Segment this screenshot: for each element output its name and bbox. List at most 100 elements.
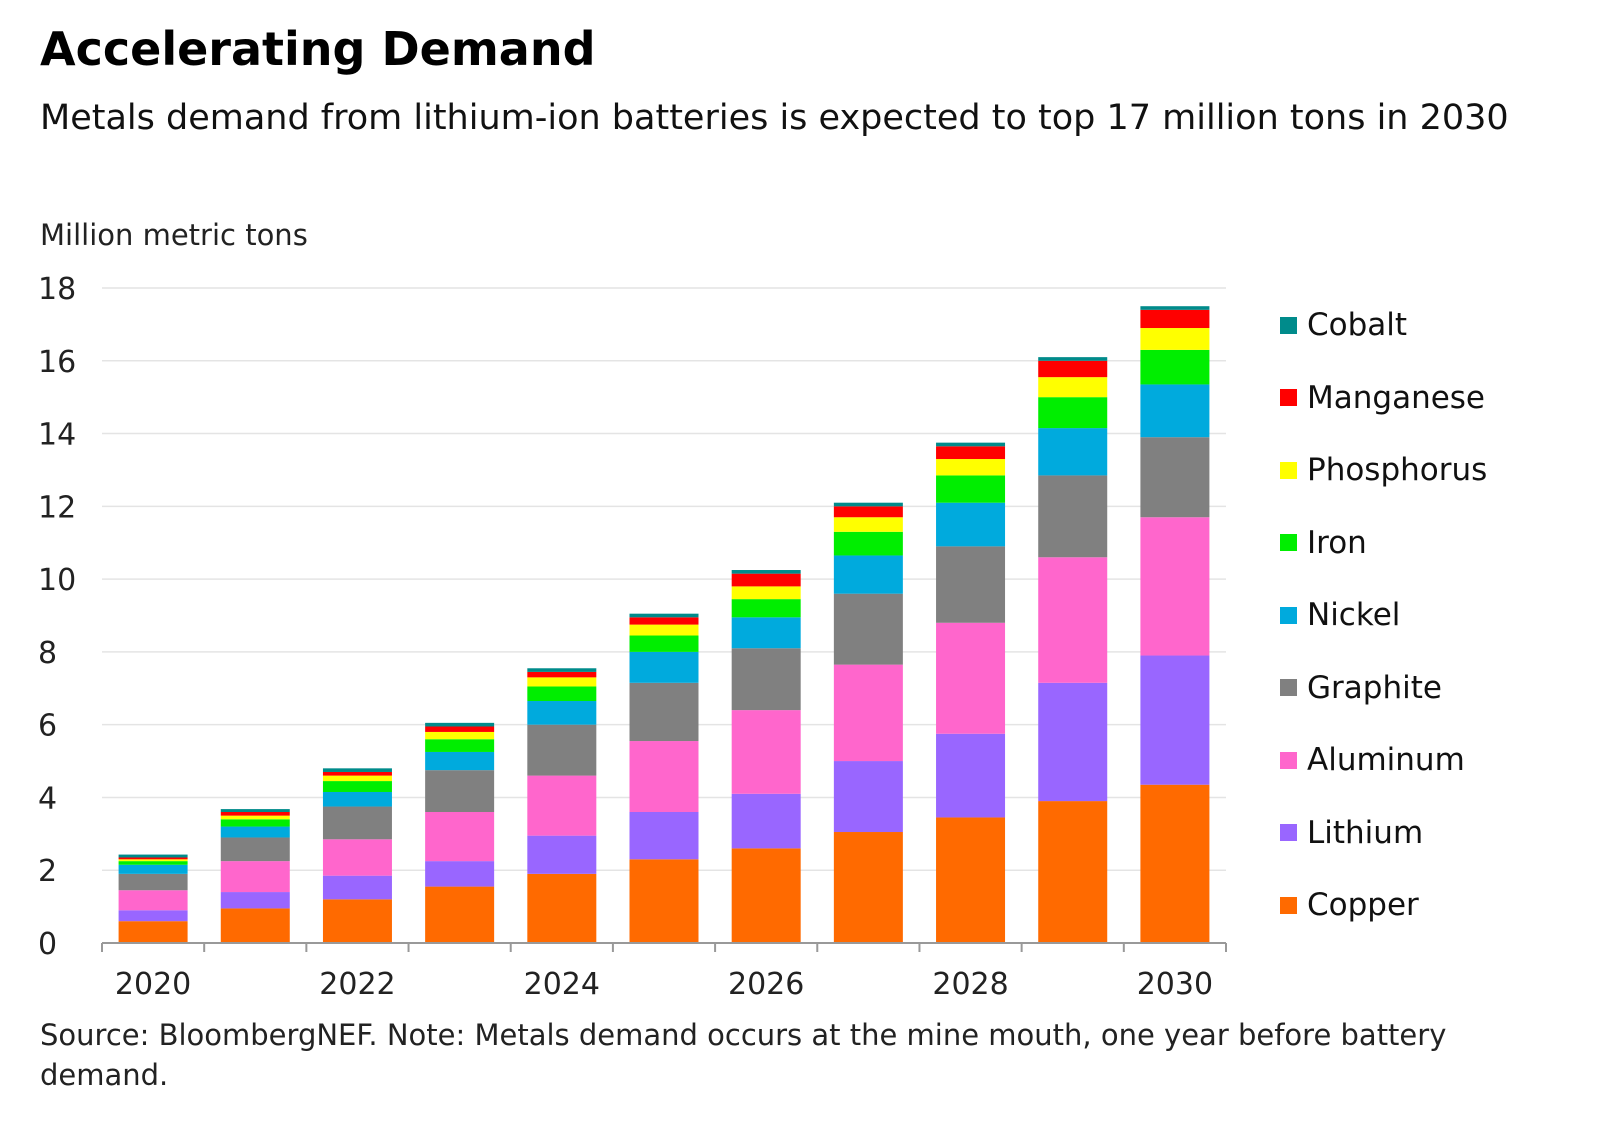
- bar-segment-graphite-2024: [527, 724, 597, 776]
- legend-swatch: [1280, 896, 1297, 914]
- bar-segment-cobalt-2023: [425, 722, 495, 727]
- bar-segment-aluminum-2026: [731, 710, 801, 794]
- legend-swatch: [1280, 316, 1297, 334]
- bar-segment-copper-2022: [322, 899, 392, 943]
- bar-segment-lithium-2021: [220, 892, 290, 909]
- bar-segment-graphite-2022: [322, 806, 392, 840]
- bar-segment-phosphorus-2028: [936, 459, 1006, 476]
- bars: [118, 306, 1210, 943]
- chart-subtitle: Metals demand from lithium-ion batteries…: [40, 98, 1509, 138]
- bar-segment-lithium-2028: [936, 733, 1006, 818]
- legend-item-phosphorus: Phosphorus: [1280, 450, 1487, 490]
- bar-segment-manganese-2029: [1038, 360, 1108, 378]
- legend-item-iron: Iron: [1280, 523, 1367, 563]
- bar-segment-cobalt-2021: [220, 809, 290, 812]
- y-tick-label: 6: [38, 709, 57, 744]
- bar-segment-cobalt-2030: [1140, 306, 1210, 310]
- bar-segment-copper-2030: [1140, 784, 1210, 943]
- bar-segment-manganese-2022: [322, 771, 392, 776]
- bar-segment-graphite-2020: [118, 873, 188, 891]
- bar-segment-iron-2028: [936, 475, 1006, 503]
- y-tick-label: 8: [38, 636, 57, 671]
- bar-segment-manganese-2021: [220, 812, 290, 816]
- bar-segment-cobalt-2020: [118, 854, 188, 858]
- bar-segment-iron-2027: [833, 531, 903, 556]
- y-tick-label: 0: [38, 927, 57, 962]
- bar-segment-phosphorus-2024: [527, 677, 597, 687]
- x-tick-label: 2020: [115, 967, 191, 1000]
- bar-segment-nickel-2021: [220, 826, 290, 838]
- bar-segment-manganese-2023: [425, 726, 495, 732]
- bar-segment-cobalt-2022: [322, 768, 392, 772]
- bar-segment-graphite-2028: [936, 546, 1006, 623]
- axes: 0 2 4 6 8 10 12 14 16 18 2020 2022 2024 2026 2028 2030: [38, 272, 1227, 1000]
- bar-segment-graphite-2029: [1038, 475, 1108, 558]
- bar-segment-nickel-2028: [936, 502, 1006, 547]
- bar-segment-aluminum-2020: [118, 890, 188, 911]
- bar-segment-cobalt-2024: [527, 668, 597, 672]
- bar-segment-copper-2029: [1038, 801, 1108, 943]
- bar-segment-lithium-2025: [629, 812, 699, 860]
- bar-segment-phosphorus-2027: [833, 517, 903, 532]
- bar-segment-nickel-2022: [322, 791, 392, 807]
- bar-segment-cobalt-2026: [731, 570, 801, 574]
- bar-segment-nickel-2027: [833, 555, 903, 594]
- legend-swatch: [1280, 679, 1297, 696]
- chart-title: Accelerating Demand: [40, 22, 596, 76]
- bar-segment-graphite-2025: [629, 682, 699, 742]
- bar-segment-aluminum-2027: [833, 664, 903, 762]
- x-tick-label: 2026: [728, 967, 804, 1000]
- bar-segment-copper-2023: [425, 886, 495, 943]
- bar-segment-aluminum-2030: [1140, 517, 1210, 656]
- bar-segment-phosphorus-2029: [1038, 377, 1108, 398]
- bar-segment-phosphorus-2025: [629, 624, 699, 636]
- legend-swatch: [1280, 534, 1297, 551]
- bar-segment-iron-2024: [527, 686, 597, 702]
- legend-item-manganese: Manganese: [1280, 378, 1485, 418]
- bar-segment-iron-2022: [322, 781, 392, 792]
- y-tick-label: 2: [38, 854, 57, 889]
- bar-segment-manganese-2024: [527, 671, 597, 678]
- legend-swatch: [1280, 461, 1297, 479]
- bar-segment-phosphorus-2020: [118, 859, 188, 862]
- bar-segment-aluminum-2025: [629, 741, 699, 812]
- bar-segment-phosphorus-2022: [322, 775, 392, 782]
- bar-segment-aluminum-2023: [425, 812, 495, 862]
- bar-segment-nickel-2030: [1140, 384, 1210, 438]
- bar-segment-iron-2021: [220, 819, 290, 827]
- x-tick-label: 2028: [932, 967, 1008, 1000]
- y-tick-label: 14: [38, 418, 76, 453]
- legend-label: Nickel: [1307, 597, 1401, 633]
- bar-segment-lithium-2023: [425, 861, 495, 887]
- y-tick-label: 4: [38, 781, 57, 816]
- bar-segment-aluminum-2029: [1038, 557, 1108, 683]
- bar-segment-copper-2020: [118, 921, 188, 943]
- stacked-bar-chart: 0 2 4 6 8 10 12 14 16 18 2020 2022 2024 2026 2028 2030: [38, 272, 1227, 1000]
- bar-segment-manganese-2025: [629, 617, 699, 625]
- bar-segment-nickel-2020: [118, 864, 188, 874]
- bar-segment-cobalt-2028: [936, 442, 1006, 447]
- bar-segment-copper-2027: [833, 832, 903, 943]
- legend-label: Cobalt: [1307, 307, 1408, 343]
- bar-segment-manganese-2020: [118, 857, 188, 860]
- bar-segment-phosphorus-2026: [731, 586, 801, 600]
- bar-segment-copper-2028: [936, 817, 1006, 943]
- y-tick-label: 16: [38, 345, 76, 380]
- bar-segment-iron-2023: [425, 739, 495, 752]
- bar-segment-aluminum-2022: [322, 839, 392, 876]
- bar-segment-copper-2025: [629, 859, 699, 943]
- source-note: Source: BloombergNEF. Note: Metals deman…: [40, 1018, 1447, 1092]
- bar-segment-aluminum-2024: [527, 775, 597, 836]
- bar-segment-manganese-2030: [1140, 309, 1210, 329]
- legend-swatch: [1280, 824, 1297, 841]
- legend-label: Aluminum: [1307, 742, 1465, 778]
- bar-segment-nickel-2023: [425, 751, 495, 771]
- bar-segment-manganese-2027: [833, 506, 903, 518]
- bar-segment-cobalt-2027: [833, 502, 903, 507]
- bar-segment-graphite-2023: [425, 770, 495, 812]
- bar-segment-copper-2026: [731, 848, 801, 943]
- y-tick-label: 10: [38, 563, 76, 598]
- x-tick-label: 2022: [319, 967, 395, 1000]
- legend-label: Graphite: [1307, 669, 1442, 706]
- bar-segment-phosphorus-2021: [220, 815, 290, 820]
